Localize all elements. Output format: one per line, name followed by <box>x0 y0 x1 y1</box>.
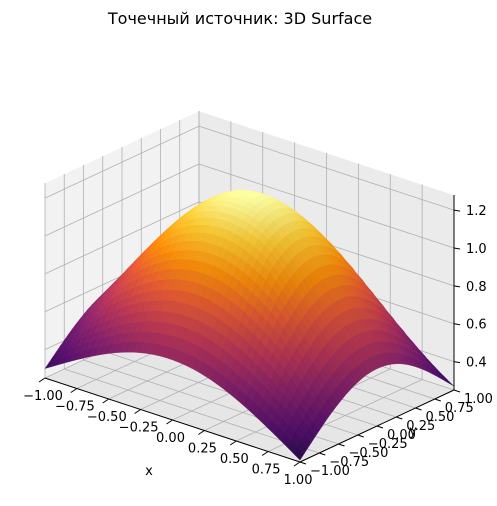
z-tick-mark <box>453 247 461 250</box>
x-tick-label: −1.00 <box>23 389 63 404</box>
x-tick-mark <box>102 398 110 404</box>
chart-title: Точечный источник: 3D Surface <box>107 9 372 28</box>
z-tick-label: 1.0 <box>466 242 487 257</box>
x-tick-label: 0.25 <box>188 442 217 457</box>
x-tick-label: −0.25 <box>119 421 159 436</box>
grid-floor-y <box>64 368 320 454</box>
grid-side-z <box>44 125 200 199</box>
y-tick-mark <box>319 452 326 456</box>
y-tick-mark <box>396 416 403 420</box>
y-tick-mark <box>357 434 364 438</box>
x-tick-mark <box>261 451 269 456</box>
x-tick-label: −0.75 <box>55 400 95 415</box>
y-tick-mark <box>338 443 345 447</box>
y-tick-label: 1.00 <box>464 392 493 407</box>
y-tick-mark <box>376 425 384 429</box>
z-tick-mark <box>453 209 461 212</box>
y-tick-mark <box>415 407 422 411</box>
x-tick-mark <box>229 440 237 446</box>
x-tick-label: 0.50 <box>220 452 249 467</box>
y-tick-label: −0.25 <box>368 437 408 452</box>
y-tick-label: −0.50 <box>349 446 389 461</box>
z-tick-label: 1.2 <box>466 204 487 219</box>
grid-back-z <box>198 125 455 211</box>
x-tick-mark <box>38 377 46 383</box>
grid-side-z <box>44 201 200 275</box>
grid-back-z <box>198 163 455 249</box>
z-tick-mark <box>453 285 461 288</box>
z-tick-label: 0.6 <box>466 318 487 333</box>
x-tick-mark <box>70 388 78 393</box>
x-tick-mark <box>198 430 205 435</box>
z-tick-mark <box>453 323 461 326</box>
y-tick-mark <box>453 389 461 393</box>
surface-patch <box>293 445 305 461</box>
y-tick-label: −0.75 <box>329 455 369 470</box>
x-tick-mark <box>293 461 301 467</box>
x-tick-label: 1.00 <box>284 473 313 488</box>
y-tick-label: 0.75 <box>445 401 474 416</box>
x-tick-label: −0.50 <box>87 410 127 425</box>
x-axis-label: x <box>145 464 153 479</box>
x-tick-label: 0.00 <box>156 431 185 446</box>
z-tick-mark <box>453 361 461 364</box>
tick-labels: −1.00−0.75−0.50−0.250.000.250.500.751.00… <box>23 204 493 488</box>
y-tick-label: 0.00 <box>387 428 416 443</box>
y-axis-label: y <box>409 424 417 439</box>
z-tick-label: 0.4 <box>466 356 487 371</box>
x-tick-label: 0.75 <box>252 463 281 478</box>
y-tick-label: 0.25 <box>406 419 435 434</box>
y-tick-mark <box>434 398 441 402</box>
x-tick-mark <box>166 419 173 425</box>
y-tick-label: 0.50 <box>426 410 455 425</box>
grid-side-z <box>44 163 200 237</box>
y-tick-label: −1.00 <box>310 464 350 479</box>
x-tick-mark <box>134 409 141 414</box>
y-tick-mark <box>299 461 307 465</box>
surface-mesh <box>44 189 455 461</box>
z-tick-label: 0.8 <box>466 280 487 295</box>
